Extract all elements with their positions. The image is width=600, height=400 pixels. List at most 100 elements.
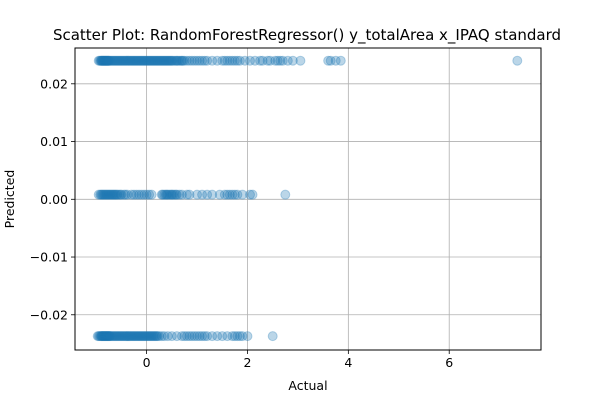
- scatter-point: [108, 189, 119, 200]
- scatter-point: [135, 331, 146, 342]
- scatter-point: [102, 55, 113, 66]
- scatter-point: [113, 331, 124, 342]
- scatter-point: [157, 189, 168, 200]
- scatter-point: [103, 189, 114, 200]
- scatter-point: [123, 55, 134, 66]
- scatter-point: [197, 331, 208, 342]
- scatter-point: [229, 331, 240, 342]
- scatter-point: [234, 55, 245, 66]
- scatter-point: [117, 331, 128, 342]
- y-tick-label: −0.02: [30, 307, 68, 322]
- scatter-point: [136, 55, 147, 66]
- scatter-point: [157, 55, 168, 66]
- scatter-point: [129, 189, 140, 200]
- scatter-point: [181, 331, 192, 342]
- scatter-point: [141, 331, 152, 342]
- scatter-point: [95, 55, 106, 66]
- scatter-point: [152, 55, 163, 66]
- scatter-point: [96, 189, 107, 200]
- scatter-point: [104, 331, 115, 342]
- scatter-point: [115, 55, 126, 66]
- scatter-point: [98, 55, 109, 66]
- scatter-point: [229, 189, 240, 200]
- scatter-point: [107, 331, 118, 342]
- scatter-point: [97, 331, 108, 342]
- scatter-point: [119, 331, 130, 342]
- scatter-point: [250, 55, 261, 66]
- scatter-point: [158, 55, 169, 66]
- scatter-point: [129, 331, 140, 342]
- scatter-point: [103, 55, 114, 66]
- scatter-point: [222, 55, 233, 66]
- scatter-point: [227, 189, 238, 200]
- scatter-point: [335, 55, 346, 66]
- scatter-point: [98, 331, 109, 342]
- scatter-point: [219, 55, 230, 66]
- scatter-point: [267, 331, 278, 342]
- scatter-point: [247, 189, 258, 200]
- scatter-point: [202, 55, 213, 66]
- scatter-point: [146, 331, 157, 342]
- scatter-point: [103, 331, 114, 342]
- scatter-point: [167, 189, 178, 200]
- scatter-point: [187, 55, 198, 66]
- scatter-point: [212, 55, 223, 66]
- scatter-point: [197, 55, 208, 66]
- scatter-point: [99, 331, 110, 342]
- scatter-point: [171, 55, 182, 66]
- scatter-point: [295, 55, 306, 66]
- scatter-point: [118, 189, 129, 200]
- scatter-point: [139, 331, 150, 342]
- scatter-point: [214, 189, 225, 200]
- scatter-point: [139, 189, 150, 200]
- scatter-point: [232, 189, 243, 200]
- scatter-point: [197, 189, 208, 200]
- scatter-point: [151, 331, 162, 342]
- scatter-point: [141, 55, 152, 66]
- scatter-point: [174, 189, 185, 200]
- scatter-point: [143, 331, 154, 342]
- scatter-point: [131, 55, 142, 66]
- scatter-point: [237, 189, 248, 200]
- scatter-point: [166, 331, 177, 342]
- scatter-point: [102, 331, 113, 342]
- scatter-point: [102, 55, 113, 66]
- scatter-point: [112, 331, 123, 342]
- x-axis-label: Actual: [288, 378, 327, 393]
- x-tick-label: 6: [445, 355, 453, 370]
- scatter-point: [202, 189, 213, 200]
- scatter-point: [207, 189, 218, 200]
- scatter-point: [177, 55, 188, 66]
- scatter-point: [119, 55, 130, 66]
- scatter-point: [194, 331, 205, 342]
- y-axis-label: Predicted: [2, 170, 17, 229]
- scatter-point: [257, 55, 268, 66]
- scatter-point: [106, 55, 117, 66]
- scatter-point: [135, 55, 146, 66]
- scatter-point: [179, 55, 190, 66]
- scatter-point: [160, 55, 171, 66]
- scatter-point: [154, 331, 165, 342]
- scatter-point: [121, 331, 132, 342]
- x-tick-label: 4: [344, 355, 352, 370]
- scatter-point: [113, 55, 124, 66]
- scatter-point: [124, 55, 135, 66]
- scatter-point: [110, 189, 121, 200]
- scatter-point: [202, 331, 213, 342]
- scatter-point: [282, 55, 293, 66]
- scatter-point: [127, 55, 138, 66]
- scatter-point: [142, 331, 153, 342]
- scatter-point: [144, 189, 155, 200]
- scatter-point: [147, 55, 158, 66]
- scatter-point: [169, 189, 180, 200]
- scatter-point: [117, 55, 128, 66]
- scatter-point: [111, 331, 122, 342]
- scatter-point: [96, 331, 107, 342]
- scatter-point: [149, 331, 160, 342]
- scatter-point: [154, 55, 165, 66]
- scatter-point: [103, 331, 114, 342]
- scatter-point: [325, 55, 336, 66]
- scatter-point: [245, 189, 256, 200]
- scatter-point: [172, 55, 183, 66]
- scatter-point: [207, 55, 218, 66]
